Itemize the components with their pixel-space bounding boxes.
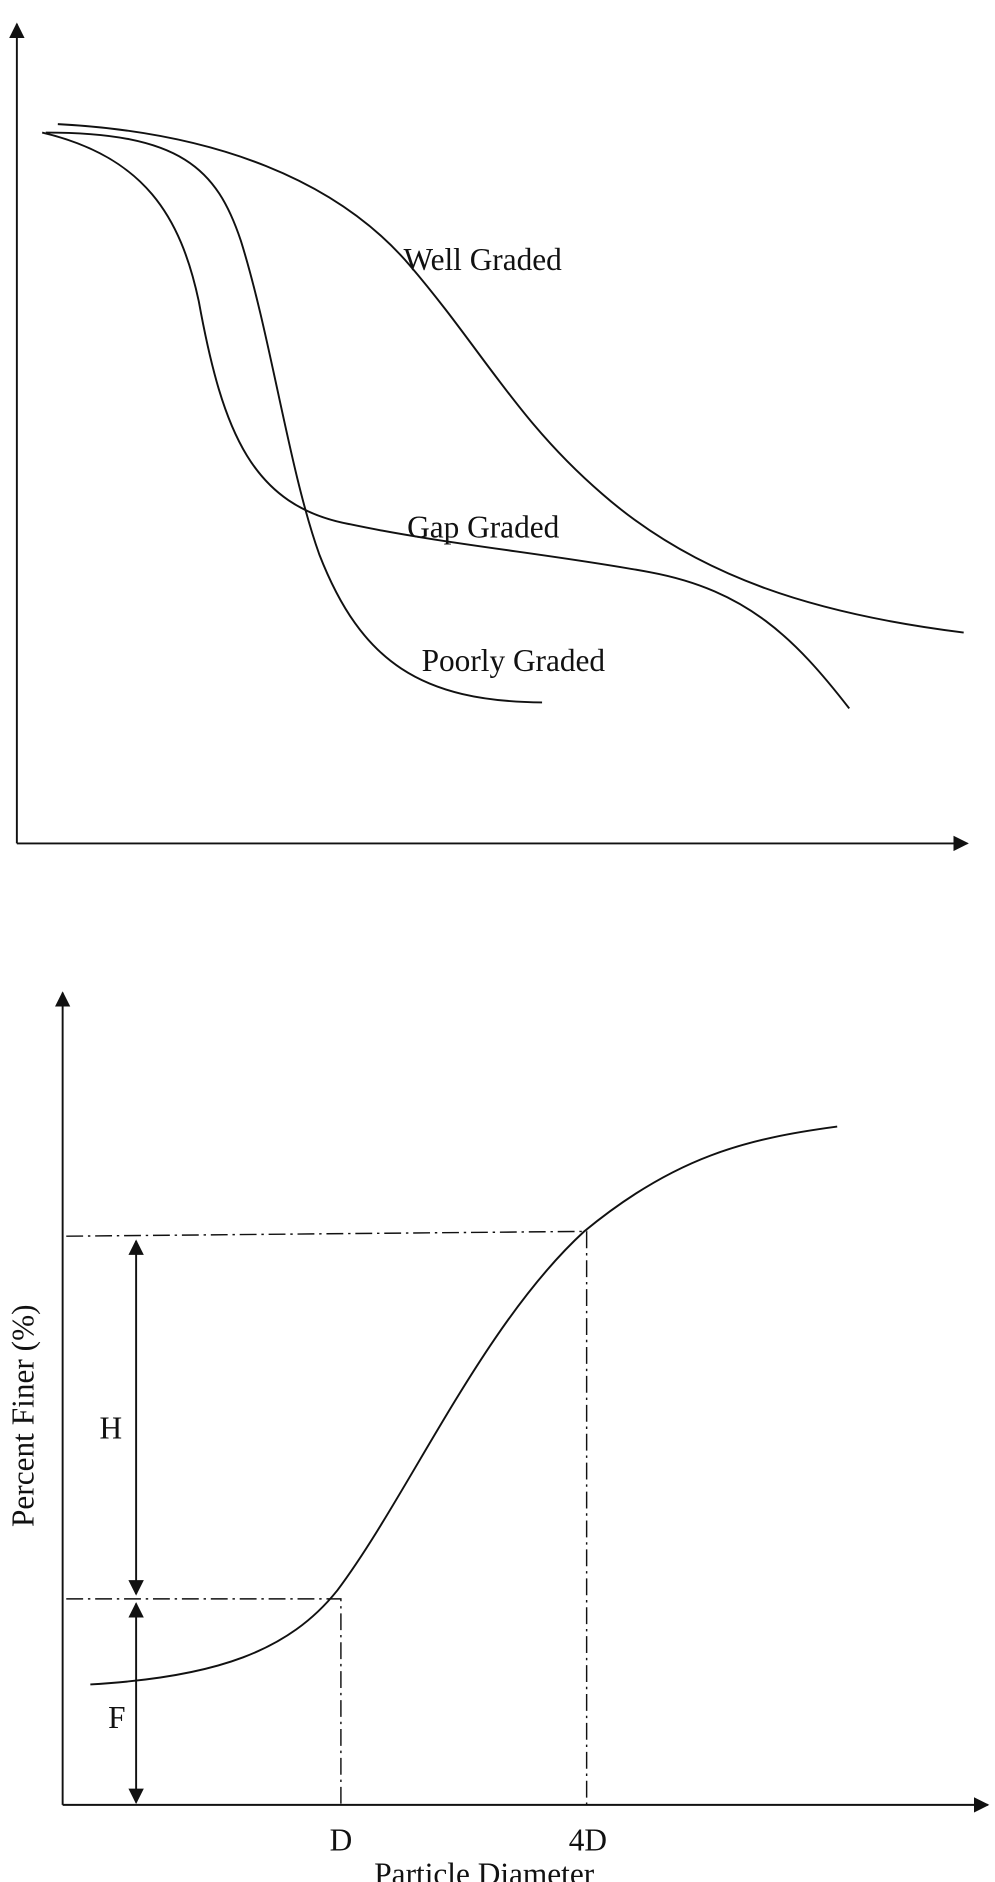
gradation-curve xyxy=(90,1125,838,1686)
top-diagram: Well Graded Gap Graded Poorly Graded xyxy=(9,22,969,852)
guide-line xyxy=(66,1230,588,1805)
curve-label: Gap Graded xyxy=(407,509,559,544)
well-graded-curve xyxy=(57,123,964,634)
curve-label: Poorly Graded xyxy=(422,643,606,678)
x-marker-label: 4D xyxy=(569,1823,607,1858)
curve-label: Well Graded xyxy=(404,242,563,277)
dimension-label: H xyxy=(100,1411,123,1446)
y-axis-label: Percent Finer (%) xyxy=(6,1304,41,1527)
x-axis-label: Particle Diameter xyxy=(374,1856,595,1882)
poorly-graded-curve xyxy=(45,131,543,704)
dimension-label: F xyxy=(108,1700,125,1735)
gap-graded-curve xyxy=(41,131,851,710)
x-marker-label: D xyxy=(330,1823,353,1858)
bottom-diagram: H F D 4D Particle Diameter Percent Finer… xyxy=(6,991,990,1882)
guide-line xyxy=(66,1598,342,1805)
